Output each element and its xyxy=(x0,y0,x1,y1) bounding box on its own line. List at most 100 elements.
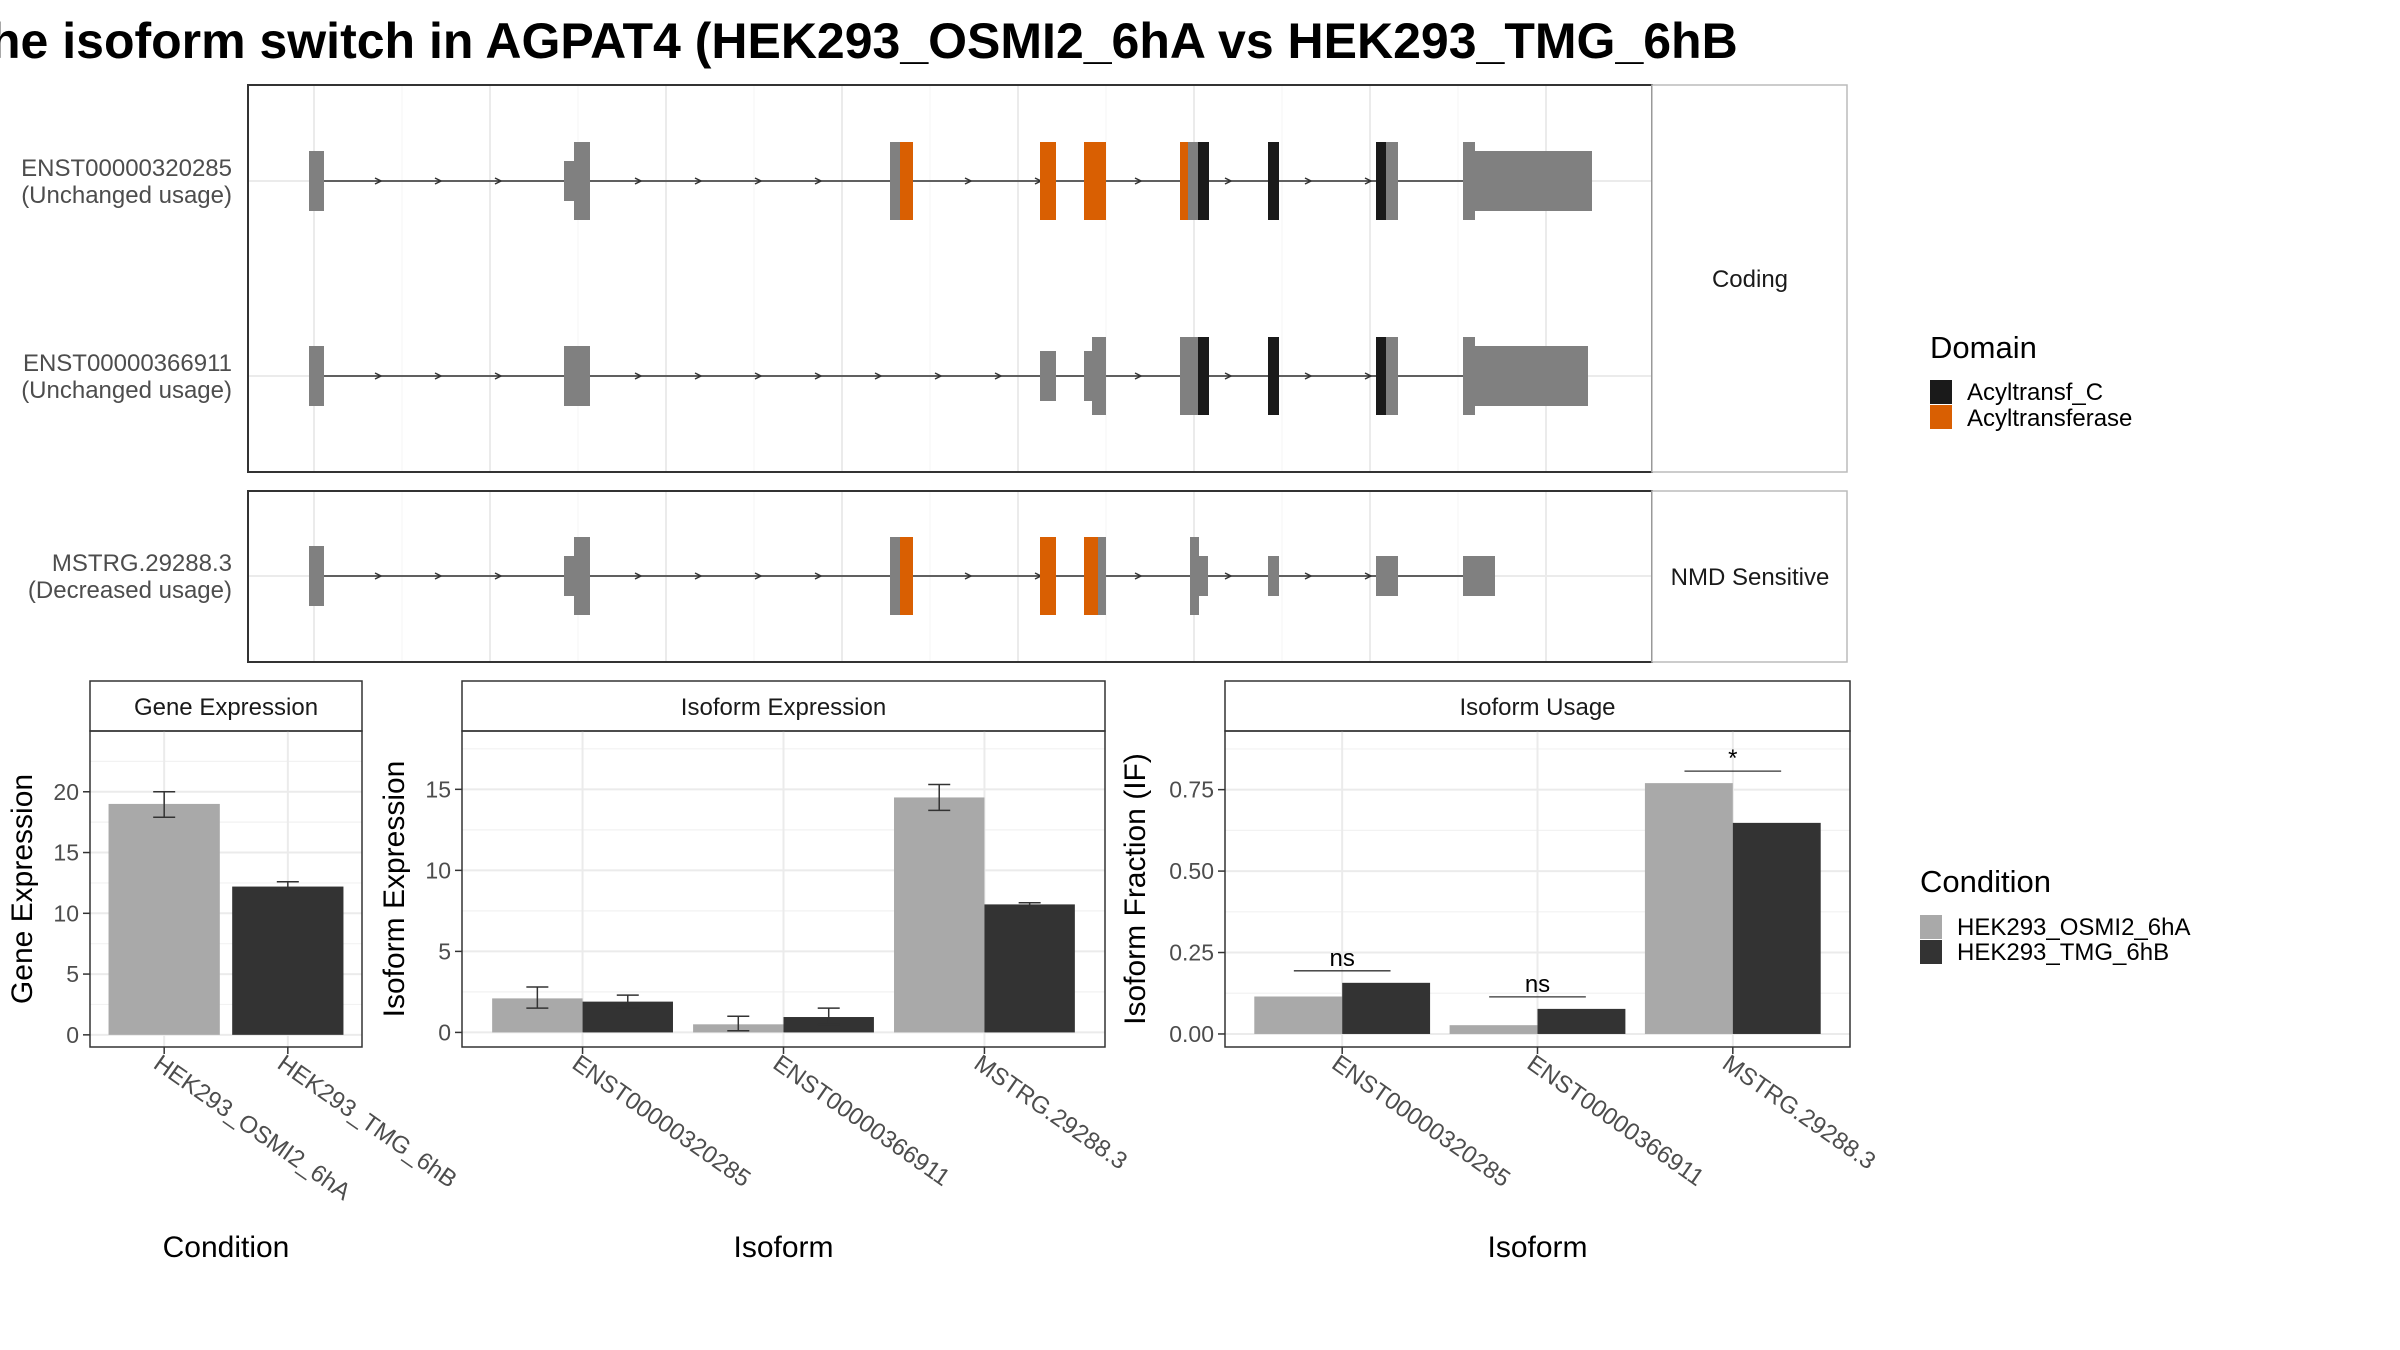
exon xyxy=(564,161,574,201)
panel-coding-background xyxy=(247,84,1653,473)
panel-border xyxy=(89,730,363,1048)
strand-arrow xyxy=(494,572,503,580)
bar xyxy=(232,886,344,1035)
domain-acyltransf-c xyxy=(1268,337,1279,415)
exon xyxy=(1084,351,1092,401)
domain-legend: Domain Acyltransf_C Acyltransferase xyxy=(1930,330,2132,432)
isoform-label-status: (Decreased usage) xyxy=(28,577,232,604)
legend-label-osmi2: HEK293_OSMI2_6hA xyxy=(1957,914,2190,941)
isoform-label-id: ENST00000366911 xyxy=(23,350,232,377)
strand-arrow xyxy=(874,372,883,380)
exon xyxy=(1180,337,1198,415)
y-tick-label: 20 xyxy=(53,779,79,805)
domain-acyltransf-c xyxy=(1376,337,1386,415)
isoform-expression-chart: Isoform Expression 0 5 10 15 ENST00000320285 E… xyxy=(378,680,1132,1264)
domain-acyltransferase xyxy=(1084,142,1106,220)
strand-arrow xyxy=(1364,372,1373,380)
significance-label: ns xyxy=(1525,971,1550,998)
strand-arrow xyxy=(694,572,703,580)
bar xyxy=(1342,982,1431,1034)
exon xyxy=(1188,142,1198,220)
x-axis-title: Isoform xyxy=(733,1231,833,1264)
strand-arrow xyxy=(374,177,383,185)
strand-arrow xyxy=(634,177,643,185)
legend-swatch-acyltransf-c xyxy=(1930,380,1952,404)
domain-acyltransferase xyxy=(1040,537,1056,615)
domain-acyltransferase xyxy=(1084,537,1098,615)
strand-arrow xyxy=(814,372,823,380)
y-tick-label: 15 xyxy=(53,840,79,866)
facet-label-coding: Coding xyxy=(1712,266,1788,293)
strand-arrow xyxy=(964,572,973,580)
x-tick-label: ENST00000320285 xyxy=(567,1050,755,1193)
legend-swatch-acyltransferase xyxy=(1930,405,1952,429)
y-tick-label: 0 xyxy=(66,1022,79,1048)
y-tick-label: 15 xyxy=(425,776,451,802)
exon xyxy=(1268,556,1279,596)
strand-arrow xyxy=(1364,177,1373,185)
transcript-track-ENST00000320285 xyxy=(309,142,1592,220)
x-tick-label: MSTRG.29288.3 xyxy=(969,1050,1132,1175)
strand-arrow xyxy=(814,177,823,185)
transcript-track-ENST00000366911 xyxy=(309,337,1588,415)
y-tick-label: 0.25 xyxy=(1169,940,1214,966)
y-axis-title: Gene Expression xyxy=(6,774,39,1004)
strand-arrow xyxy=(934,372,943,380)
y-tick-label: 5 xyxy=(438,938,451,964)
x-tick-label: ENST00000366911 xyxy=(1522,1050,1709,1192)
y-axis-title: Isoform Fraction (IF) xyxy=(1119,753,1152,1025)
condition-legend: Condition HEK293_OSMI2_6hA HEK293_TMG_6h… xyxy=(1920,864,2190,966)
exon xyxy=(890,142,900,220)
transcript-track-MSTRG.29288.3 xyxy=(309,537,1495,615)
strand-arrow xyxy=(374,372,383,380)
strand-arrow xyxy=(754,177,763,185)
panel-strip xyxy=(89,680,363,732)
isoform-usage-chart: Isoform Usage ns ns * 0.00 0.25 0.50 0.75 ENST00… xyxy=(1119,680,1880,1264)
domain-acyltransf-c xyxy=(1198,337,1209,415)
x-axis-title: Isoform xyxy=(1487,1231,1587,1264)
exon xyxy=(564,346,590,406)
significance-label: ns xyxy=(1330,945,1355,972)
panel-title: Isoform Usage xyxy=(1459,694,1615,721)
exon xyxy=(1475,346,1588,406)
x-tick-label: ENST00000366911 xyxy=(768,1050,955,1192)
bar xyxy=(1449,1025,1538,1034)
bar xyxy=(108,803,220,1035)
strand-arrow xyxy=(1134,177,1143,185)
bar xyxy=(1732,822,1821,1034)
strand-arrow xyxy=(694,372,703,380)
strand-arrow xyxy=(494,372,503,380)
strand-arrow xyxy=(1364,572,1373,580)
strand-arrow xyxy=(434,372,443,380)
facet-strip-coding xyxy=(1651,84,1848,473)
legend-label-acyltransf-c: Acyltransf_C xyxy=(1967,379,2103,406)
strand-arrow xyxy=(814,572,823,580)
y-tick-label: 5 xyxy=(66,961,79,987)
legend-label-tmg: HEK293_TMG_6hB xyxy=(1957,939,2169,966)
panel-strip xyxy=(461,680,1106,732)
exon xyxy=(1386,337,1398,415)
exon xyxy=(1098,537,1106,615)
domain-acyltransf-c xyxy=(1376,142,1386,220)
bar xyxy=(894,797,985,1033)
exon xyxy=(564,556,574,596)
isoform-label-id: MSTRG.29288.3 xyxy=(52,550,232,577)
facet-strip-nmd xyxy=(1651,490,1848,663)
y-tick-label: 0 xyxy=(438,1019,451,1045)
y-tick-label: 0.00 xyxy=(1169,1021,1214,1047)
exon xyxy=(1190,537,1199,615)
strand-arrow xyxy=(1224,177,1233,185)
y-tick-label: 0.75 xyxy=(1169,777,1214,803)
strand-arrow xyxy=(994,372,1003,380)
strand-arrow xyxy=(1304,177,1313,185)
exon xyxy=(1376,556,1398,596)
y-tick-label: 10 xyxy=(425,857,451,883)
exon xyxy=(890,537,900,615)
exon xyxy=(574,537,590,615)
domain-acyltransf-c xyxy=(1198,142,1209,220)
exon xyxy=(1040,351,1056,401)
domain-acyltransferase xyxy=(1180,142,1188,220)
isoform-label-status: (Unchanged usage) xyxy=(21,182,232,209)
strand-arrow xyxy=(1134,372,1143,380)
